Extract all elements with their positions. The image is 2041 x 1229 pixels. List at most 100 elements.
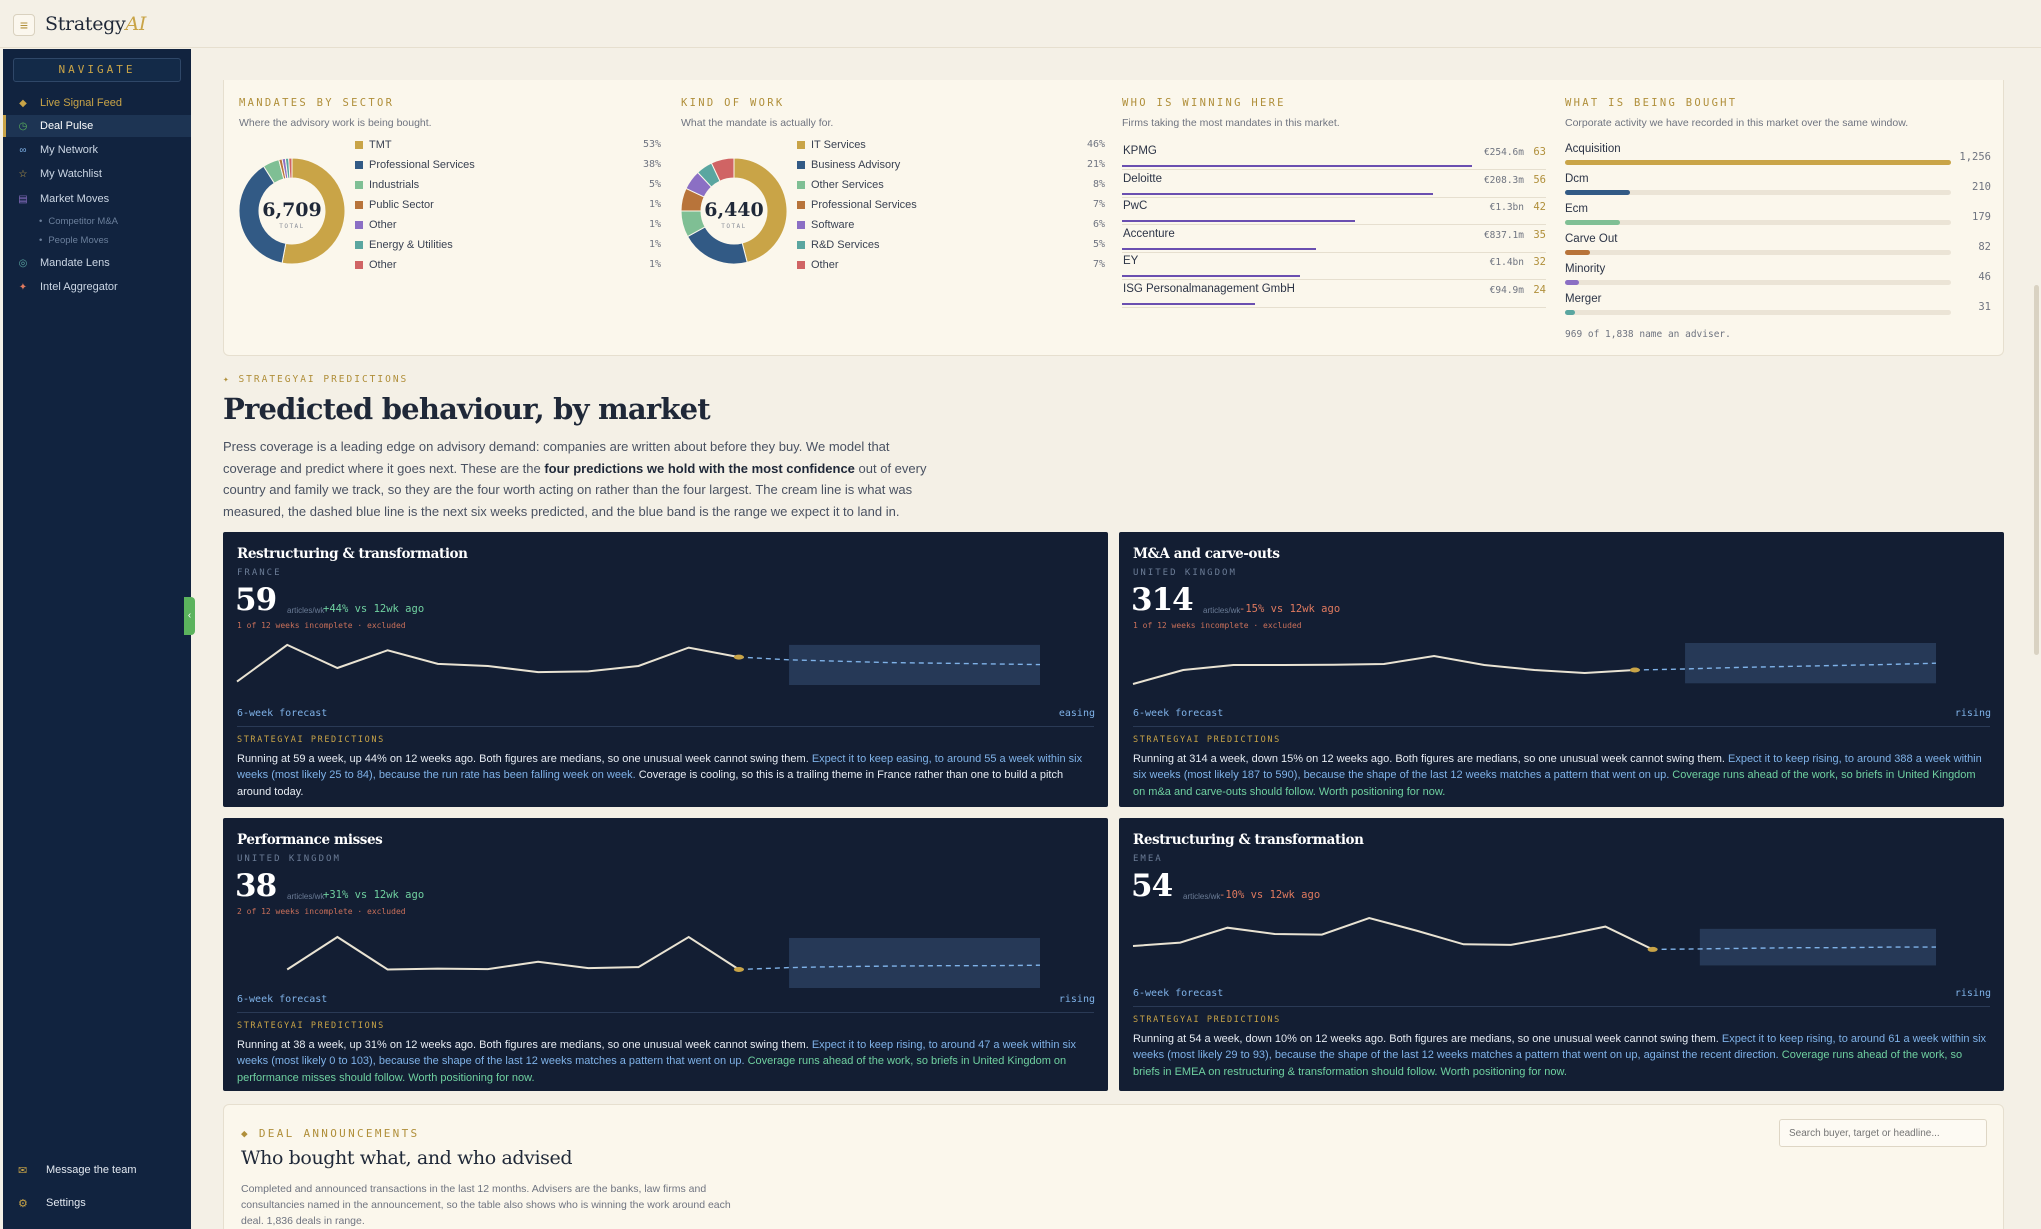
current-point [1629, 667, 1640, 673]
kind-legend-pct: 8% [1092, 179, 1105, 190]
kind-legend-item: Other Services [797, 175, 884, 195]
prediction-text-forecast: Expect it to keep rising, to around 61 a… [1133, 1033, 1987, 1062]
winning-firm-count: 42 [1533, 201, 1546, 213]
bought-row[interactable]: Carve Out 82 [1565, 233, 1991, 263]
legend-label: Industrials [369, 179, 420, 191]
sector-legend-pct: 53% [642, 139, 661, 150]
bought-footnote: 969 of 1,838 name an adviser. [1565, 329, 1731, 340]
bought-row[interactable]: Merger 31 [1565, 293, 1991, 323]
legend-swatch [355, 221, 363, 229]
kind-legend-item: Professional Services [797, 195, 917, 215]
forecast-range-band [789, 937, 1040, 988]
bought-type-count: 31 [1978, 301, 1991, 313]
bought-row[interactable]: Dcm 210 [1565, 173, 1991, 203]
bought-label: WHAT IS BEING BOUGHT [1565, 97, 1738, 109]
card-forecast-label: 6-week forecast [237, 994, 328, 1005]
prediction-text-forecast: Expect it to keep easing, to around 55 a… [237, 753, 1083, 782]
bought-type-count: 46 [1978, 271, 1991, 283]
measured-line [1132, 654, 1635, 685]
sidebar-item-my-watchlist[interactable]: ☆ My Watchlist [3, 163, 191, 185]
card-trend-label: rising [1954, 988, 1991, 999]
card-unit: articles/wk [287, 892, 325, 901]
winning-row[interactable]: EY €1.4bn 32 [1122, 253, 1546, 280]
top-bar: ≡ StrategyAI [0, 0, 2041, 48]
bought-row[interactable]: Minority 46 [1565, 263, 1991, 293]
diamond-icon: ◆ [19, 97, 27, 109]
bought-bar-track [1565, 220, 1951, 225]
winning-row[interactable]: PwC €1.3bn 42 [1122, 198, 1546, 225]
sidebar-item-label: Mandate Lens [40, 257, 110, 269]
winning-row[interactable]: ISG Personalmanagement GmbH €94.9m 24 [1122, 281, 1546, 308]
sector-donut-chart: 6,709 TOTAL [238, 157, 346, 265]
sidebar-item-live-signal-feed[interactable]: ◆ Live Signal Feed [3, 92, 191, 114]
card-divider [237, 726, 1094, 727]
card-prediction-text: Running at 59 a week, up 44% on 12 weeks… [237, 751, 1094, 800]
sector-subtitle: Where the advisory work is being bought. [239, 117, 432, 129]
prediction-card[interactable]: M&A and carve-outs UNITED KINGDOM 314 artic… [1119, 532, 2004, 807]
scrollbar-thumb[interactable] [2034, 285, 2039, 655]
card-trend-label: rising [1954, 708, 1991, 719]
bought-bar-fill [1565, 160, 1951, 165]
sidebar-subitem-competitor-ma[interactable]: Competitor M&A [39, 216, 118, 227]
deals-search-input[interactable] [1779, 1119, 1987, 1147]
sidebar-subitem-people-moves[interactable]: People Moves [39, 235, 108, 246]
sector-legend-item: Public Sector [355, 195, 434, 215]
winning-firm-bar [1122, 165, 1472, 167]
winning-row[interactable]: Deloitte €208.3m 56 [1122, 171, 1546, 198]
lens-icon: ◎ [18, 257, 28, 269]
bought-bar-fill [1565, 250, 1591, 255]
measured-line [286, 935, 740, 971]
card-trend-chart [236, 643, 1041, 685]
winning-firm-name: KPMG [1123, 145, 1157, 157]
sector-legend-pct: 5% [648, 179, 661, 190]
legend-label: R&D Services [811, 239, 880, 251]
brand-logo[interactable]: StrategyAI [45, 13, 146, 35]
winning-firm-bar [1122, 247, 1317, 250]
bought-bar-fill [1565, 190, 1630, 195]
legend-swatch [355, 161, 363, 169]
winning-row[interactable]: KPMG €254.6m 63 [1122, 143, 1546, 170]
kind-legend-pct: 7% [1092, 199, 1105, 210]
sidebar-item-mandate-lens[interactable]: ◎ Mandate Lens [3, 252, 191, 274]
legend-label: Professional Services [369, 159, 475, 171]
bought-row[interactable]: Acquisition 1,256 [1565, 143, 1991, 173]
sidebar-item-label: My Watchlist [40, 168, 102, 180]
bought-row[interactable]: Ecm 179 [1565, 203, 1991, 233]
current-point [1647, 946, 1658, 952]
sector-slice [281, 157, 346, 265]
deal-announcements-panel: ◆ DEAL ANNOUNCEMENTS Who bought what, an… [223, 1104, 2004, 1229]
bought-type-name: Ecm [1565, 203, 1588, 215]
legend-label: Energy & Utilities [369, 239, 453, 251]
sidebar-item-intel-aggregator[interactable]: ✦ Intel Aggregator [3, 276, 191, 298]
prediction-card[interactable]: Restructuring & transformation FRANCE 59 ar… [223, 532, 1108, 807]
prediction-card[interactable]: Restructuring & transformation EMEA 54 arti… [1119, 818, 2004, 1091]
sidebar-item-settings[interactable]: ⚙ Settings [3, 1191, 191, 1215]
sidebar-item-my-network[interactable]: ∞ My Network [3, 139, 191, 161]
card-trend-label: rising [1058, 994, 1095, 1005]
menu-icon[interactable]: ≡ [13, 14, 35, 36]
bought-type-count: 1,256 [1959, 151, 1991, 163]
legend-swatch [797, 261, 805, 269]
card-change: -15% vs 12wk ago [1239, 603, 1341, 615]
card-change: -10% vs 12wk ago [1219, 889, 1321, 901]
sector-slice [288, 157, 293, 179]
winning-firm-name: Accenture [1123, 227, 1175, 240]
sidebar-item-message-team[interactable]: ✉ Message the team [3, 1158, 191, 1182]
sidebar-item-deal-pulse[interactable]: ◷ Deal Pulse [3, 115, 191, 137]
card-unit: articles/wk [1183, 892, 1221, 901]
prediction-card[interactable]: Performance misses UNITED KINGDOM 38 articl… [223, 818, 1108, 1091]
card-title: Restructuring & transformation [1133, 832, 1364, 848]
winning-firm-count: 24 [1533, 283, 1546, 296]
prediction-text-measured: Running at 38 a week, up 31% on 12 weeks… [237, 1039, 812, 1051]
sidebar-collapse-icon[interactable]: ‹ [184, 597, 195, 635]
bought-bar-track [1565, 190, 1951, 195]
card-prediction-text: Running at 38 a week, up 31% on 12 weeks… [237, 1037, 1094, 1086]
sidebar-item-label: Message the team [46, 1164, 137, 1176]
measured-line [236, 643, 740, 683]
winning-row[interactable]: Accenture €837.1m 35 [1122, 226, 1546, 253]
sector-legend-pct: 38% [642, 159, 661, 170]
winning-firm-value: €254.6m [1483, 147, 1524, 158]
sidebar-item-market-moves[interactable]: ▤ Market Moves [3, 188, 191, 210]
winning-row-divider [1122, 306, 1546, 308]
network-icon: ∞ [19, 144, 27, 156]
